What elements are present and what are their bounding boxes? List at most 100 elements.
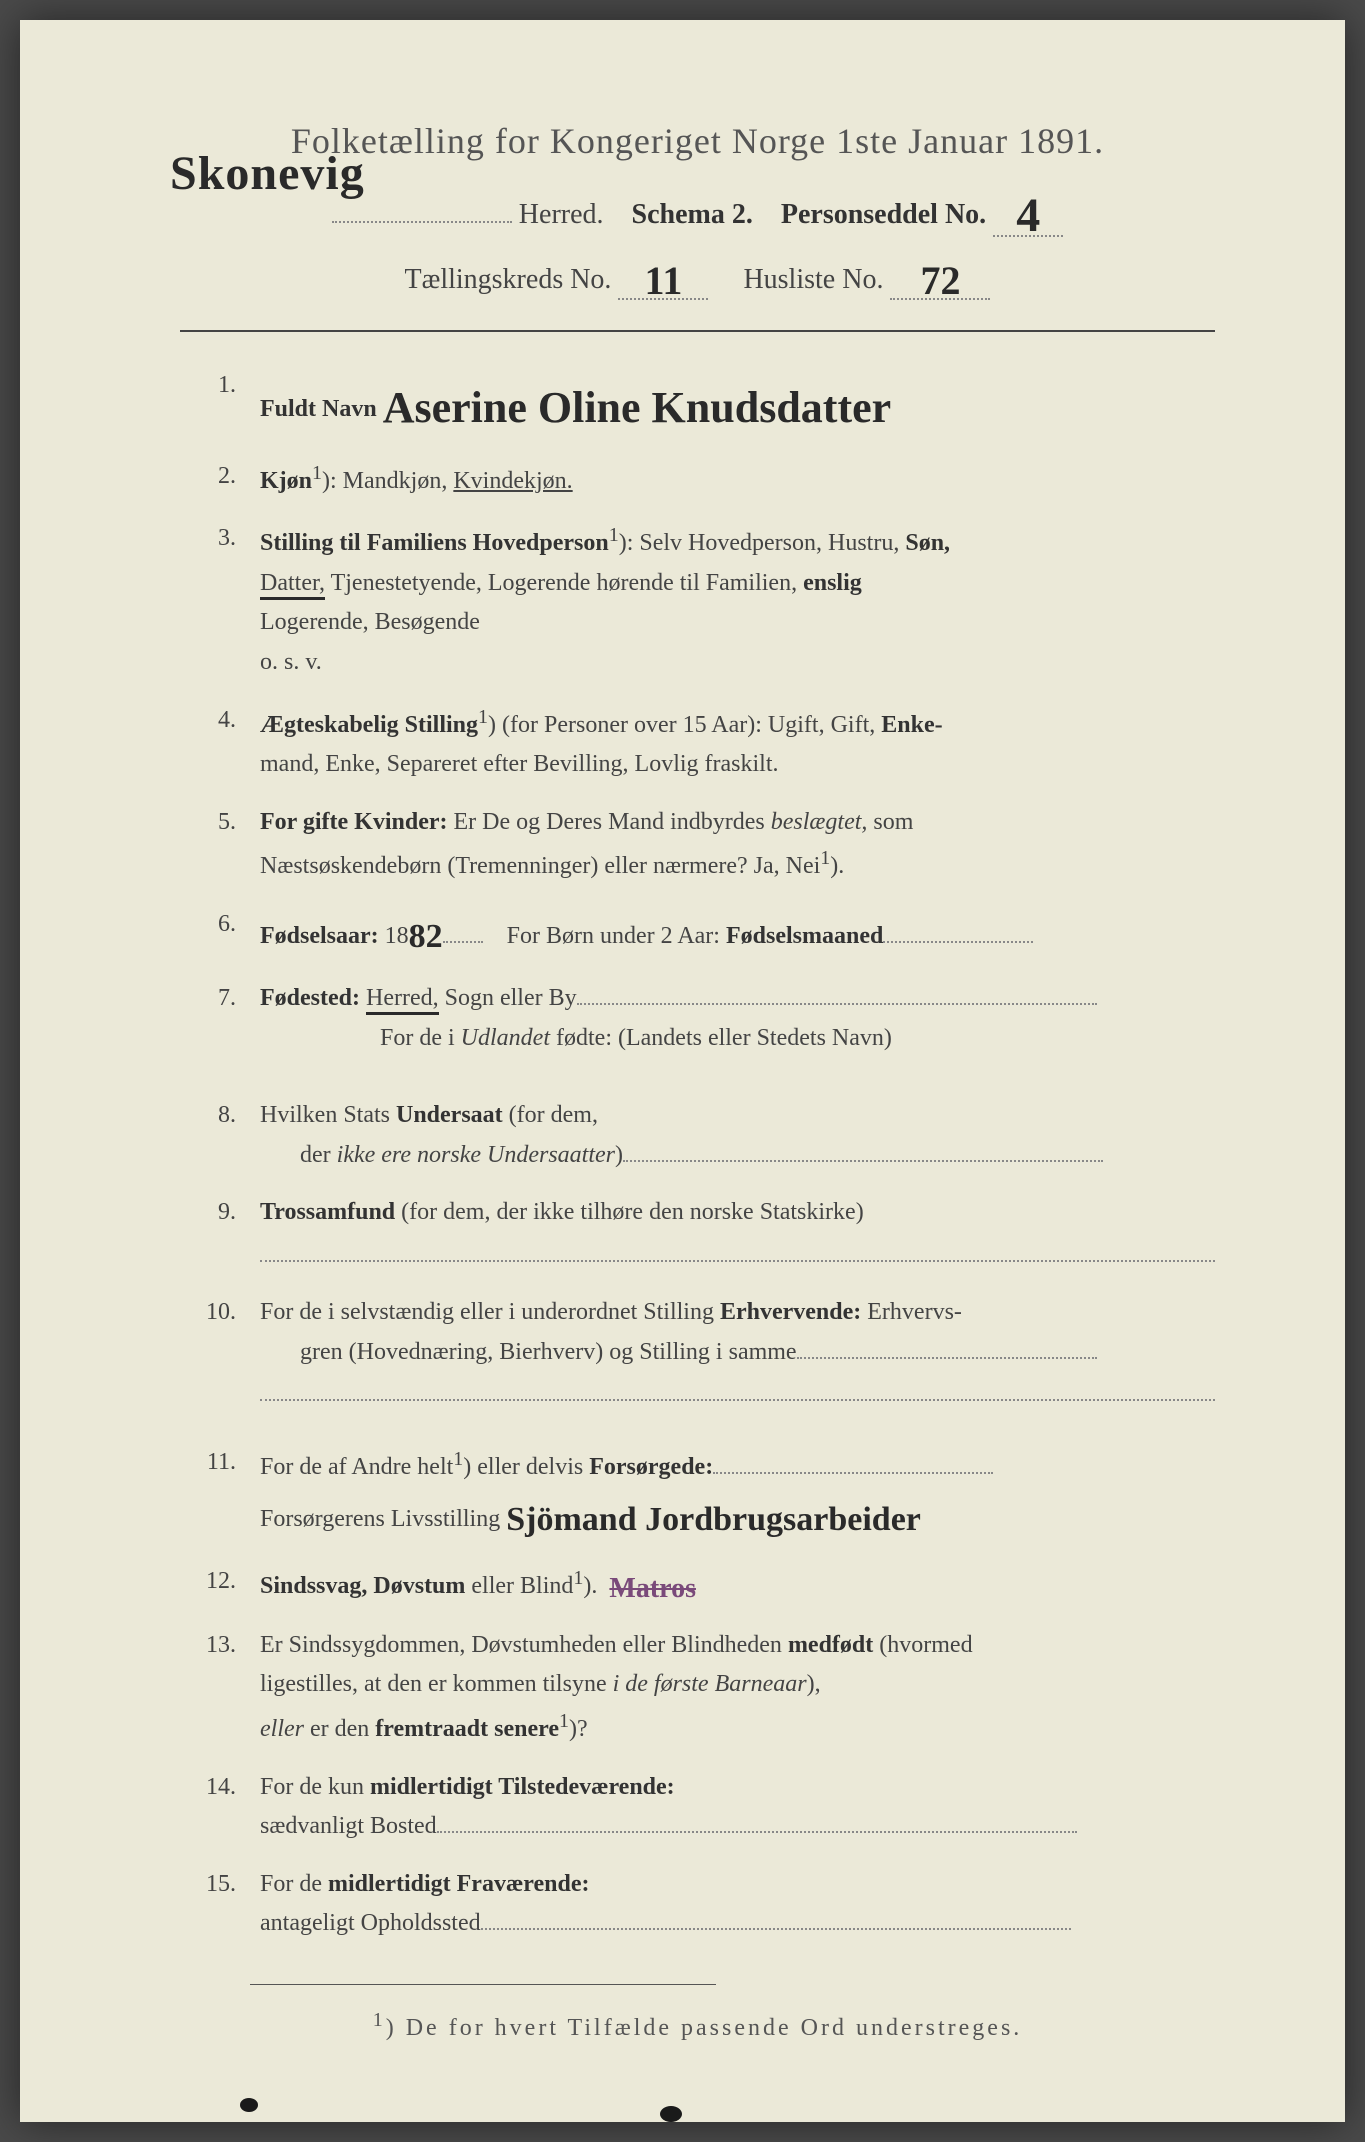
q3-d: o. s. v. xyxy=(260,649,322,675)
q13-h: fremtraadt senere xyxy=(375,1716,559,1742)
census-form-page: Skonevig Folketælling for Kongeriget Nor… xyxy=(20,20,1345,2122)
num-4: 4. xyxy=(190,701,260,785)
content-2: Kjøn1): Mandkjøn, Kvindekjøn. xyxy=(260,457,1215,502)
q13-e: ), xyxy=(807,1671,821,1697)
footnote-text: ) De for hvert Tilfælde passende Ord und… xyxy=(386,2015,1023,2041)
q13-em: i de første Barneaar xyxy=(613,1671,807,1697)
q4-label: Ægteskabelig Stilling xyxy=(260,712,478,738)
q2-underlined: Kvindekjøn. xyxy=(453,468,572,494)
item-13: 13. Er Sindssygdommen, Døvstumheden elle… xyxy=(190,1626,1215,1750)
q12-c: ). xyxy=(583,1573,597,1599)
content-3: Stilling til Familiens Hovedperson1): Se… xyxy=(260,519,1215,682)
item-12: 12. Sindssvag, Døvstum eller Blind1). Ma… xyxy=(190,1562,1215,1608)
q11-d: Forsørgerens Livsstilling xyxy=(260,1506,500,1532)
item-10: 10. For de i selvstændig eller i underor… xyxy=(190,1293,1215,1415)
q4-b: mand, Enke, Separeret efter Bevilling, L… xyxy=(260,751,779,777)
item-11: 11. For de af Andre helt1) eller delvis … xyxy=(190,1443,1215,1544)
herred-handwritten: Skonevig xyxy=(170,146,365,201)
item-1: 1. Fuldt Navn Aserine Oline Knudsdatter xyxy=(190,366,1215,439)
q8-d: der xyxy=(300,1142,337,1168)
q13-g: er den xyxy=(304,1716,375,1742)
q3-label: Stilling til Familiens Hovedperson xyxy=(260,530,609,556)
item-3: 3. Stilling til Familiens Hovedperson1):… xyxy=(190,519,1215,682)
q11-hw: Sjömand Jordbrugsarbeider xyxy=(506,1492,921,1548)
sub-header-2: Tællingskreds No. 11 Husliste No. 72 xyxy=(180,251,1215,300)
personseddel-no: 4 xyxy=(1016,188,1040,243)
content-8: Hvilken Stats Undersaat (for dem, der ik… xyxy=(260,1096,1215,1175)
husliste-no: 72 xyxy=(920,257,960,304)
q5-sup: 1 xyxy=(820,847,830,869)
q5-d: ). xyxy=(830,853,844,879)
q14-a: For de kun xyxy=(260,1774,370,1800)
husliste-blank: 72 xyxy=(890,251,990,300)
q5-b: som xyxy=(867,809,913,835)
main-title: Skonevig Folketælling for Kongeriget Nor… xyxy=(180,120,1215,162)
q8-a: Hvilken Stats xyxy=(260,1102,396,1128)
q13-c: (hvormed xyxy=(873,1632,972,1658)
q14-b: midlertidigt Tilstedeværende: xyxy=(370,1774,675,1800)
q5-label: For gifte Kvinder: xyxy=(260,809,448,835)
q8-c: (for dem, xyxy=(503,1102,598,1128)
q7-b: For de i xyxy=(380,1025,461,1051)
q1-label: Fuldt Navn xyxy=(260,396,377,422)
item-8: 8. Hvilken Stats Undersaat (for dem, der… xyxy=(190,1096,1215,1175)
content-1: Fuldt Navn Aserine Oline Knudsdatter xyxy=(260,366,1215,439)
tkreds-label: Tællingskreds No. xyxy=(405,264,612,295)
herred-blank xyxy=(332,221,512,223)
ink-blot-icon xyxy=(660,2106,682,2122)
num-1: 1. xyxy=(190,366,260,439)
num-3: 3. xyxy=(190,519,260,682)
content-13: Er Sindssygdommen, Døvstumheden eller Bl… xyxy=(260,1626,1215,1750)
footnote: 1) De for hvert Tilfælde passende Ord un… xyxy=(180,2009,1215,2042)
q15-b: midlertidigt Fraværende: xyxy=(328,1871,590,1897)
form-items: 1. Fuldt Navn Aserine Oline Knudsdatter … xyxy=(180,366,1215,1944)
item-15: 15. For de midlertidigt Fraværende: anta… xyxy=(190,1865,1215,1944)
q6-c: Fødselsmaaned xyxy=(726,923,883,949)
q3-c: Logerende, Besøgende xyxy=(260,609,480,635)
content-15: For de midlertidigt Fraværende: antageli… xyxy=(260,1865,1215,1944)
q10-d: gren (Hovednæring, Bierhverv) og Stillin… xyxy=(260,1339,797,1365)
q2-sup: 1 xyxy=(312,462,322,484)
q6-label: Fødselsaar: xyxy=(260,923,379,949)
q9-b: (for dem, der ikke tilhøre den norske St… xyxy=(395,1199,864,1225)
q10-a: For de i selvstændig eller i underordnet… xyxy=(260,1299,720,1325)
content-9: Trossamfund (for dem, der ikke tilhøre d… xyxy=(260,1193,1215,1275)
q6-hw: 82 xyxy=(409,909,443,965)
personseddel-blank: 4 xyxy=(993,180,1063,237)
content-4: Ægteskabelig Stilling1) (for Personer ov… xyxy=(260,701,1215,785)
item-7: 7. Fødested: Herred, Sogn eller By For d… xyxy=(190,979,1215,1058)
item-2: 2. Kjøn1): Mandkjøn, Kvindekjøn. xyxy=(190,457,1215,502)
q13-a: Er Sindssygdommen, Døvstumheden eller Bl… xyxy=(260,1632,788,1658)
tkreds-no: 11 xyxy=(645,257,683,304)
num-14: 14. xyxy=(190,1768,260,1847)
q5-c: Næstsøskendebørn (Tremenninger) eller næ… xyxy=(260,853,820,879)
content-6: Fødselsaar: 1882 For Børn under 2 Aar: F… xyxy=(260,905,1215,961)
item-5: 5. For gifte Kvinder: Er De og Deres Man… xyxy=(190,803,1215,887)
num-13: 13. xyxy=(190,1626,260,1750)
num-6: 6. xyxy=(190,905,260,961)
tkreds-blank: 11 xyxy=(618,251,708,300)
item-6: 6. Fødselsaar: 1882 For Børn under 2 Aar… xyxy=(190,905,1215,961)
q10-b: Erhvervende: xyxy=(720,1299,861,1325)
q12-b: eller Blind xyxy=(465,1573,573,1599)
num-12: 12. xyxy=(190,1562,260,1608)
ink-blot-icon xyxy=(240,2098,258,2112)
q4-a: ) (for Personer over 15 Aar): Ugift, Gif… xyxy=(488,712,881,738)
num-5: 5. xyxy=(190,803,260,887)
q3-son: Søn, xyxy=(905,530,950,556)
content-7: Fødested: Herred, Sogn eller By For de i… xyxy=(260,979,1215,1058)
q6-pre: 18 xyxy=(379,923,409,949)
q15-a: For de xyxy=(260,1871,328,1897)
q11-a: For de af Andre helt xyxy=(260,1454,453,1480)
num-9: 9. xyxy=(190,1193,260,1275)
footnote-rule xyxy=(250,1984,716,1985)
num-7: 7. xyxy=(190,979,260,1058)
q3-sup: 1 xyxy=(609,524,619,546)
form-header: Skonevig Folketælling for Kongeriget Nor… xyxy=(180,120,1215,300)
content-5: For gifte Kvinder: Er De og Deres Mand i… xyxy=(260,803,1215,887)
q12-hw: Matros xyxy=(609,1566,696,1612)
q1-handwritten: Aserine Oline Knudsdatter xyxy=(383,372,891,445)
q10-c: Erhvervs- xyxy=(861,1299,962,1325)
q13-f: eller xyxy=(260,1716,304,1742)
q13-i: )? xyxy=(569,1716,588,1742)
